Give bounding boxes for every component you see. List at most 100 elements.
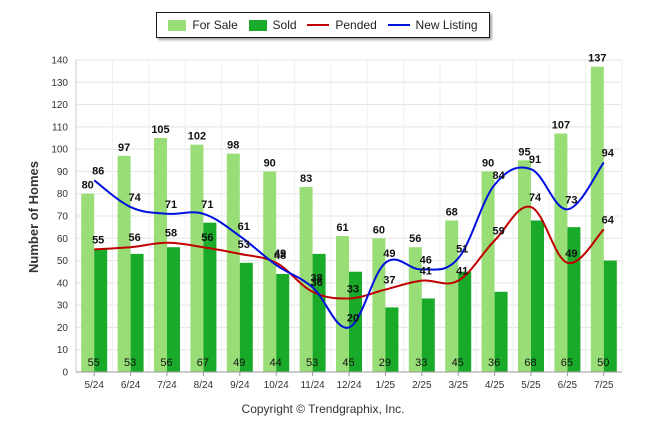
bars (81, 66, 617, 372)
copyright: Copyright © Trendgraphix, Inc. (241, 402, 405, 416)
label-sold: 44 (270, 357, 282, 369)
bar-sold (603, 260, 617, 372)
label-sold: 65 (561, 357, 573, 369)
x-tick-label-4-25: 4/25 (485, 380, 505, 391)
label-for-sale: 90 (482, 157, 494, 169)
label-for-sale: 105 (151, 124, 169, 136)
label-new-listing: 61 (238, 221, 250, 233)
legend-swatch-new-listing (387, 24, 410, 26)
bar-for-sale (554, 133, 568, 372)
label-for-sale: 107 (552, 120, 570, 132)
y-tick-label: 20 (57, 323, 69, 334)
bar-sold (312, 253, 326, 372)
bar-sold (385, 307, 399, 372)
bar-sold (130, 253, 144, 372)
legend-swatch-for-sale (168, 19, 187, 31)
label-new-listing: 51 (456, 243, 468, 255)
label-new-listing: 20 (347, 312, 359, 324)
x-tick-label-8-24: 8/24 (194, 380, 214, 391)
label-new-listing: 71 (201, 199, 213, 211)
label-pended: 41 (420, 266, 432, 278)
label-for-sale: 83 (300, 173, 312, 185)
legend-item-new-listing: New Listing (387, 18, 478, 32)
label-pended: 37 (383, 275, 395, 287)
y-tick-label: 40 (57, 278, 69, 289)
x-tick-label-2-25: 2/25 (412, 380, 432, 391)
label-pended: 55 (92, 234, 104, 246)
label-pended: 56 (201, 232, 213, 244)
label-for-sale: 56 (409, 233, 421, 245)
label-for-sale: 102 (188, 131, 206, 143)
y-tick-label: 100 (51, 145, 68, 156)
bar-for-sale (590, 66, 604, 372)
data-labels: 80 55 86 55 97 53 74 56 105 56 71 58 102 67 71 56 98 49 61… (82, 53, 615, 369)
line-new-listing (93, 161, 605, 329)
label-pended: 74 (529, 192, 542, 204)
label-sold: 36 (488, 357, 500, 369)
label-sold: 67 (197, 357, 209, 369)
x-tick-label-5-25: 5/25 (521, 380, 541, 391)
bar-for-sale (117, 155, 131, 372)
line-pended (94, 205, 605, 300)
bar-sold (494, 291, 508, 372)
y-tick-label: 30 (57, 301, 69, 312)
y-tick-label: 130 (51, 78, 68, 89)
label-pended: 59 (492, 226, 504, 238)
label-for-sale: 80 (82, 180, 94, 192)
label-new-listing: 48 (274, 250, 286, 262)
legend: For Sale Sold Pended New Listing (156, 12, 490, 38)
legend-label-for-sale: For Sale (192, 18, 238, 32)
bar-sold (531, 220, 544, 372)
y-tick-label: 70 (57, 212, 69, 223)
bar-for-sale (445, 220, 459, 372)
y-tick-label: 50 (57, 256, 69, 267)
label-new-listing: 73 (565, 194, 577, 206)
label-for-sale: 97 (118, 142, 130, 154)
bar-for-sale (372, 238, 386, 372)
label-new-listing: 46 (420, 254, 432, 266)
label-for-sale: 61 (336, 222, 348, 234)
x-tick-label-12-24: 12/24 (336, 380, 361, 391)
label-sold: 33 (415, 357, 427, 369)
bar-for-sale (81, 193, 95, 372)
label-sold: 68 (524, 357, 536, 369)
y-tick-label: 10 (57, 345, 69, 356)
x-tick-label-3-25: 3/25 (448, 380, 468, 391)
label-sold: 45 (452, 357, 464, 369)
x-tick-label-6-24: 6/24 (121, 380, 141, 391)
label-pended: 53 (238, 239, 250, 251)
axes: 0 10 20 30 40 50 60 70 80 90 100 110 120 130 140 5/24 6/… (51, 56, 622, 391)
label-pended: 49 (274, 248, 286, 260)
bar-for-sale (226, 153, 240, 372)
label-for-sale: 60 (373, 224, 385, 236)
label-pended: 58 (165, 228, 177, 240)
x-tick-label-7-24: 7/24 (157, 380, 177, 391)
label-new-listing: 94 (602, 148, 615, 160)
x-tick-label-9-24: 9/24 (230, 380, 250, 391)
y-tick-label: 0 (62, 368, 68, 379)
bar-for-sale (154, 138, 167, 372)
label-new-listing: 49 (383, 248, 395, 260)
label-new-listing: 38 (310, 272, 322, 284)
bar-for-sale (263, 171, 277, 372)
label-for-sale: 90 (264, 157, 276, 169)
legend-item-pended: Pended (307, 18, 377, 32)
label-sold: 53 (124, 357, 136, 369)
y-tick-label: 60 (57, 234, 69, 245)
y-axis-label: Number of Homes (26, 161, 41, 273)
bar-for-sale (408, 247, 422, 372)
label-sold: 53 (306, 357, 318, 369)
label-for-sale: 68 (446, 206, 458, 218)
y-tick-label: 140 (51, 56, 68, 67)
label-for-sale: 95 (518, 146, 530, 158)
bar-sold (94, 249, 108, 372)
legend-swatch-sold (248, 19, 267, 31)
label-new-listing: 91 (529, 154, 541, 166)
y-tick-label: 120 (51, 100, 68, 111)
label-new-listing: 71 (165, 199, 177, 211)
bar-sold (239, 262, 253, 372)
bar-for-sale (336, 236, 349, 372)
label-pended: 64 (602, 214, 615, 226)
bar-sold (458, 271, 472, 372)
y-tick-label: 110 (52, 122, 68, 133)
